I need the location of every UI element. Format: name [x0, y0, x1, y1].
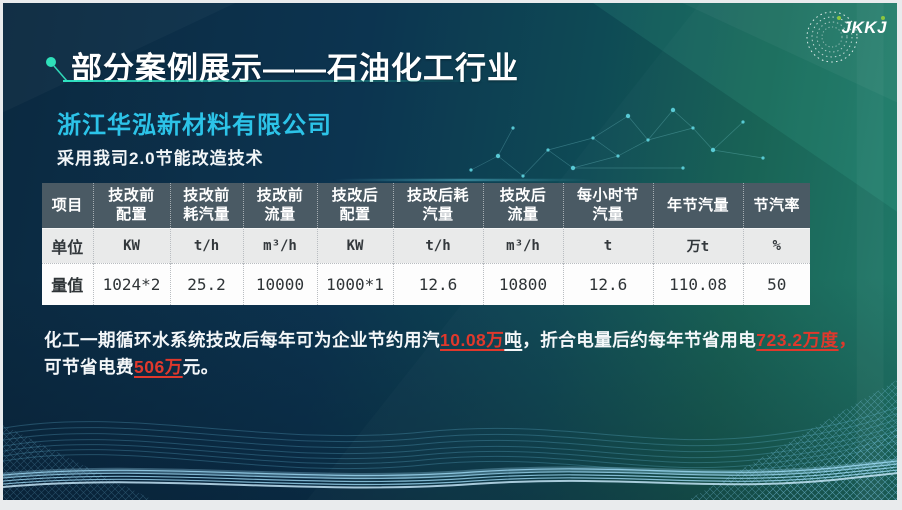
table-cell: 110.08	[652, 262, 743, 305]
table-header-cell: 项目	[42, 183, 93, 228]
title-bullet-icon	[46, 57, 68, 82]
logo-swirl-icon	[806, 11, 858, 63]
summary-highlight-cost: 506万	[134, 357, 183, 377]
table-header-row: 项目 技改前 配置 技改前 耗汽量 技改前 流量 技改后 配置 技改后耗 汽量 …	[42, 183, 810, 228]
waves-graphic	[3, 380, 897, 500]
decor-glow-line	[333, 179, 593, 181]
table-header-cell: 技改前 配置	[92, 183, 170, 228]
table-header-cell: 技改后 配置	[316, 183, 393, 228]
table-cell: 1000*1	[316, 262, 393, 305]
table-header-cell: 节汽率	[742, 183, 810, 228]
table-cell: 12.6	[562, 262, 653, 305]
table-cell: 万t	[652, 227, 743, 263]
table-cell: 1024*2	[92, 262, 170, 305]
table-header-cell: 每小时节 汽量	[562, 183, 653, 228]
table-cell: 单位	[42, 227, 93, 263]
summary-highlight-power: 723.2万度	[756, 330, 839, 350]
table-header-cell: 技改前 耗汽量	[169, 183, 243, 228]
table-cell: 10800	[482, 262, 563, 305]
summary-segment: 元。	[182, 357, 219, 377]
summary-segment: ，折合电量后约每年节省用电	[522, 330, 757, 350]
table-cell: 10000	[242, 262, 317, 305]
summary-highlight-steam: 10.08万	[440, 330, 505, 350]
table-cell: m³/h	[482, 227, 563, 263]
table-cell: m³/h	[242, 227, 317, 263]
table-cell: 25.2	[169, 262, 243, 305]
table-header-cell: 技改后 流量	[482, 183, 563, 228]
table-header-cell: 技改前 流量	[242, 183, 317, 228]
table-cell: 量值	[42, 262, 93, 305]
summary-segment: 化工一期循环水系统技改后每年可为企业节约用汽	[44, 330, 440, 350]
table-value-row: 量值 1024*2 25.2 10000 1000*1 12.6 10800 1…	[42, 262, 810, 305]
company-name: 浙江华泓新材料有限公司	[57, 112, 332, 139]
metrics-table: 项目 技改前 配置 技改前 耗汽量 技改前 流量 技改后 配置 技改后耗 汽量 …	[42, 183, 810, 305]
table-cell: 12.6	[392, 262, 483, 305]
summary-segment: ，	[838, 330, 857, 350]
table-cell: t	[562, 227, 653, 263]
summary-segment: 吨	[504, 330, 523, 350]
title-underline	[63, 80, 488, 82]
tech-subtitle: 采用我司2.0节能改造技术	[57, 149, 264, 168]
table-unit-row: 单位 KW t/h m³/h KW t/h m³/h t 万t %	[42, 227, 810, 263]
logo-text: JKKJ	[841, 18, 887, 37]
slide: JKKJ 部分案例展示——石油化工行业 浙江华泓新材料有限公司 采用我司2.0节…	[3, 3, 897, 500]
summary-segment: 可节省电费	[44, 357, 134, 377]
mesh-corner-left	[3, 425, 153, 500]
constellation-graphic	[469, 107, 765, 178]
logo-green-dot	[837, 16, 841, 20]
table-header-cell: 技改后耗 汽量	[392, 183, 483, 228]
table-cell: t/h	[169, 227, 243, 263]
table-cell: KW	[316, 227, 393, 263]
table-cell: t/h	[392, 227, 483, 263]
company-logo: JKKJ	[803, 8, 889, 70]
table-header-cell: 年节汽量	[652, 183, 743, 228]
table-cell: 50	[742, 262, 810, 305]
table-cell: %	[742, 227, 810, 263]
summary-text: 化工一期循环水系统技改后每年可为企业节约用汽10.08万吨，折合电量后约每年节省…	[44, 327, 889, 381]
logo-green-dot	[881, 16, 885, 20]
table-cell: KW	[92, 227, 170, 263]
